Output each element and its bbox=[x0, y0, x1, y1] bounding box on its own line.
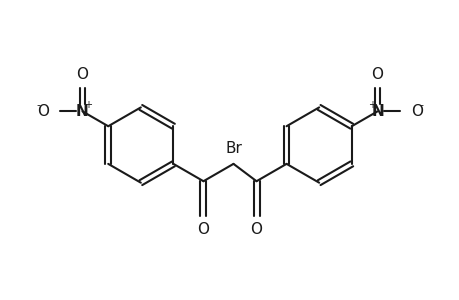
Text: Br: Br bbox=[224, 141, 241, 156]
Text: -: - bbox=[418, 100, 422, 110]
Text: O: O bbox=[76, 67, 88, 82]
Text: O: O bbox=[37, 104, 49, 119]
Text: N: N bbox=[370, 104, 383, 119]
Text: O: O bbox=[197, 222, 209, 237]
Text: O: O bbox=[410, 104, 422, 119]
Text: +: + bbox=[367, 100, 375, 110]
Text: N: N bbox=[76, 104, 89, 119]
Text: O: O bbox=[250, 222, 262, 237]
Text: +: + bbox=[84, 100, 92, 110]
Text: -: - bbox=[37, 100, 41, 110]
Text: O: O bbox=[371, 67, 383, 82]
